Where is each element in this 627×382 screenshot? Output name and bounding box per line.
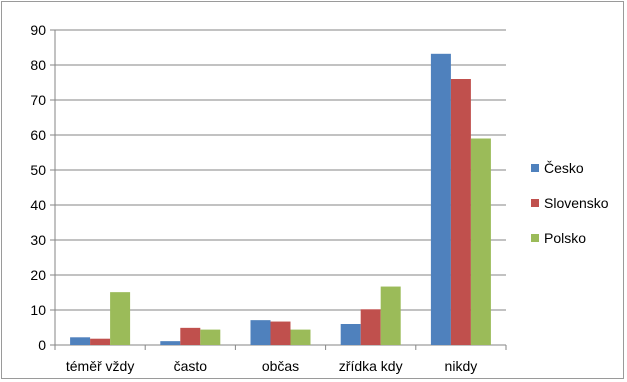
x-tick-label: často <box>174 358 208 374</box>
bar-česko-5 <box>430 53 451 346</box>
y-tick-label: 0 <box>38 337 46 353</box>
bar-polsko-4 <box>380 286 401 345</box>
bar-česko-3 <box>250 320 271 345</box>
y-tick-label: 10 <box>30 302 46 318</box>
y-tick-label: 70 <box>30 92 46 108</box>
y-tick-label: 60 <box>30 127 46 143</box>
bar-česko-4 <box>340 324 361 345</box>
gridlines <box>55 29 506 311</box>
legend-swatch <box>531 234 539 242</box>
bar-slovensko-2 <box>180 327 201 345</box>
y-tick-label: 90 <box>30 22 46 38</box>
bar-polsko-5 <box>470 138 491 345</box>
legend-swatch <box>531 199 539 207</box>
legend-label: Česko <box>544 160 584 176</box>
bar-polsko-3 <box>290 329 311 345</box>
legend-swatch <box>531 164 539 172</box>
bar-slovensko-3 <box>270 321 291 345</box>
y-tick-label: 20 <box>30 267 46 283</box>
bar-polsko-2 <box>200 329 221 345</box>
x-tick-label: občas <box>262 358 299 374</box>
tick-labels: 0 10 20 30 40 50 60 70 80 90 téměř vždy často občas z… <box>30 22 477 374</box>
x-tick-label: zřídka kdy <box>339 358 403 374</box>
bar-česko-2 <box>160 341 181 345</box>
bars <box>70 53 491 346</box>
bar-slovensko-5 <box>450 79 471 345</box>
y-tick-label: 30 <box>30 232 46 248</box>
bar-slovensko-1 <box>90 338 111 345</box>
bar-česko-1 <box>70 337 91 345</box>
legend-label: Slovensko <box>544 195 609 211</box>
y-tick-label: 40 <box>30 197 46 213</box>
bar-slovensko-4 <box>360 309 381 345</box>
bar-polsko-1 <box>110 292 131 345</box>
x-tick-label: téměř vždy <box>66 358 134 374</box>
y-tick-label: 80 <box>30 57 46 73</box>
x-tick-label: nikdy <box>445 358 478 374</box>
legend-label: Polsko <box>544 230 586 246</box>
legend: Česko Slovensko Polsko <box>531 160 609 246</box>
y-tick-label: 50 <box>30 162 46 178</box>
